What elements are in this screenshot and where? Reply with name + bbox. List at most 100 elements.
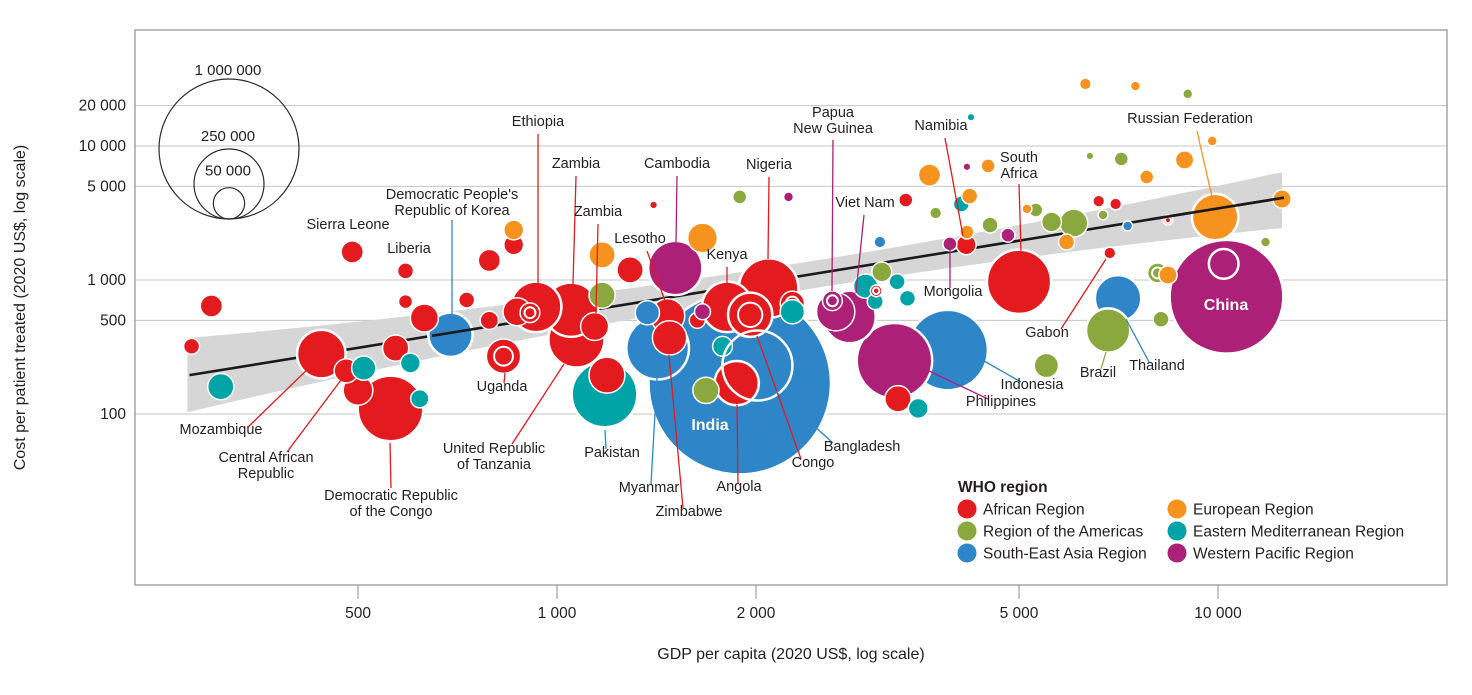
country-label-zambia: Zambia (552, 156, 601, 172)
bubble-bangladesh (721, 329, 794, 402)
label-leader-line (247, 362, 315, 428)
bubble-uganda (485, 338, 522, 375)
bubble-bubble (1109, 197, 1123, 211)
label-leader-line (604, 429, 607, 450)
bubble-bubble (907, 397, 929, 420)
bubble-bubble (1057, 233, 1076, 251)
label-leader-line (286, 379, 342, 453)
country-label-central-african: Republic (238, 466, 294, 482)
bubble-bubble (1113, 151, 1130, 167)
x-tick-label: 2 000 (737, 605, 776, 622)
legend-label-eastern-mediterranean-region: Eastern Mediterranean Region (1193, 524, 1404, 541)
country-label-democratic-republic: Democratic Republic (324, 488, 458, 504)
label-leader-line (511, 363, 565, 445)
bubble-cambodia (646, 239, 704, 297)
bubble-bubble (519, 302, 541, 324)
bubble-bubble (1206, 135, 1218, 147)
country-label-gabon: Gabon (1025, 325, 1069, 341)
bubble-bubble (634, 299, 661, 326)
country-label-ethiopia: Ethiopia (512, 114, 565, 130)
bubble-bubble (182, 337, 201, 356)
label-leader-line (1060, 258, 1107, 330)
bubble-bubble (477, 248, 502, 273)
bubble-congo (726, 291, 774, 339)
bubble-china (1168, 238, 1285, 355)
country-label-brazil: Brazil (1080, 365, 1116, 381)
country-label-china: China (1204, 297, 1249, 314)
country-label-zimbabwe: Zimbabwe (656, 504, 723, 520)
label-leader-line (771, 387, 834, 444)
y-tick-label: 500 (100, 312, 126, 329)
bubbles (182, 77, 1292, 476)
legend-label-region-of-the-americas: Region of the Americas (983, 524, 1144, 541)
y-tick-label: 10 000 (79, 138, 127, 155)
label-leader-line (572, 175, 577, 285)
y-axis-title: Cost per patient treated (2020 US$, log … (12, 145, 29, 471)
bubble-sierra-leone (340, 240, 365, 264)
label-leader-line (767, 176, 770, 260)
bubble-papua-new-guinea (821, 290, 844, 312)
bubble-bubble (731, 189, 748, 205)
bubble-bubble (1021, 203, 1033, 215)
bubble-bubble (929, 206, 943, 220)
country-label-uganda: Uganda (477, 379, 529, 395)
x-tick-label: 500 (345, 605, 371, 622)
country-label-thailand: Thailand (1129, 358, 1185, 374)
x-tick-label: 1 000 (538, 605, 577, 622)
country-label-angola: Angola (716, 479, 762, 495)
bubble-bubble (1138, 169, 1155, 185)
bubble-bubble (1259, 236, 1272, 248)
bubble-bubble (1085, 151, 1095, 161)
bubble-bubble (399, 352, 422, 374)
size-legend-circle (212, 187, 246, 220)
bubble-bubble (960, 187, 979, 205)
legend-swatch-european-region (1167, 499, 1187, 519)
size-legend-label: 250 000 (201, 128, 255, 145)
label-leader-line (503, 372, 506, 384)
country-label-india: India (691, 417, 728, 434)
bubble-bubble (457, 291, 476, 309)
bubble-ring (825, 294, 839, 308)
label-leader-line (675, 175, 678, 243)
label-leader-line (855, 214, 865, 294)
bubble-bubble (1129, 80, 1142, 92)
country-label-russian-federation: Russian Federation (1127, 111, 1253, 127)
label-leader-line (1018, 183, 1022, 252)
bubble-bubble (1174, 150, 1195, 170)
bubble-bubble (350, 355, 377, 381)
bubble-bubble (980, 158, 996, 174)
country-label-mozambique: Mozambique (179, 422, 262, 438)
bubble-bubble (1121, 220, 1134, 232)
country-label-papua: Papua (812, 105, 855, 121)
bubble-democratic-people-s-republic-of-korea (427, 311, 474, 359)
bubble-ring (493, 345, 514, 367)
legend-swatch-south-east-asia-region (957, 543, 977, 563)
label-leader-line (926, 369, 989, 400)
bubble-bubble (649, 200, 659, 210)
country-label-united-republic: of Tanzania (457, 457, 532, 473)
bubble-bubble (1207, 247, 1240, 280)
bubble-bubble (616, 256, 644, 284)
bubble-bubble (1040, 211, 1063, 233)
country-label-democratic-people-s: Republic of Korea (394, 203, 510, 219)
country-label-mongolia: Mongolia (924, 284, 984, 300)
bubble-bubble (503, 219, 525, 241)
legend-swatch-region-of-the-americas (957, 521, 977, 541)
bubble-bubble (898, 192, 914, 208)
country-label-central-african: Central African (218, 450, 313, 466)
bubble-bubble (966, 112, 976, 122)
country-label-nigeria: Nigeria (746, 157, 793, 173)
bubble-bubble (1092, 194, 1106, 208)
label-leader-line (831, 139, 834, 292)
region-legend: WHO region African Region Region of the Am… (957, 479, 1404, 563)
bubble-bubble (409, 388, 430, 409)
legend-swatch-african-region (957, 499, 977, 519)
label-leader-line (1125, 318, 1150, 363)
bubble-liberia (396, 262, 415, 280)
y-tick-label: 20 000 (79, 98, 127, 115)
bubble-bubble (1097, 209, 1109, 221)
label-leader-line (650, 377, 658, 485)
bubble-bubble (397, 293, 414, 310)
bubble-zimbabwe (651, 319, 688, 356)
